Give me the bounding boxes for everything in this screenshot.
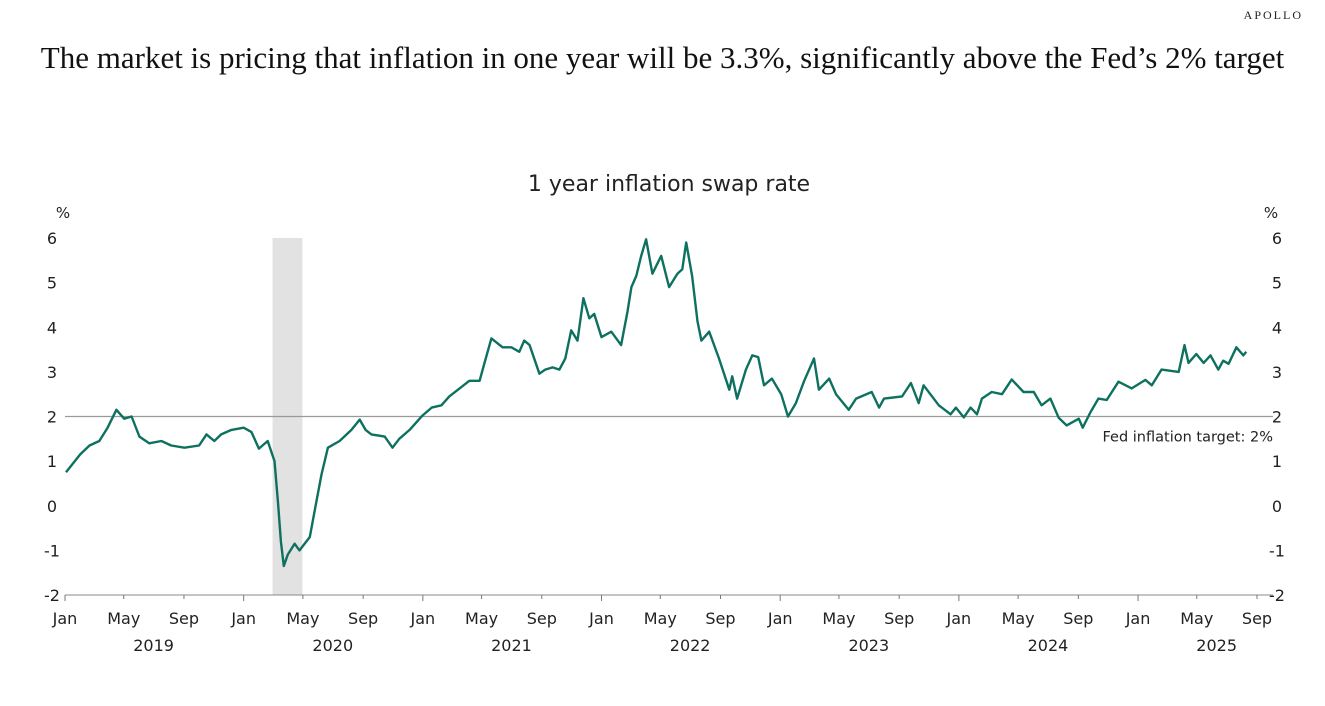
y-axis-unit-right: %	[1264, 204, 1278, 222]
x-tick-label: Sep	[884, 609, 914, 628]
y-axis-unit-left: %	[56, 204, 70, 222]
y-tick-label-left: 5	[47, 274, 57, 293]
year-label: 2019	[133, 636, 174, 655]
y-tick-label-left: 1	[47, 452, 57, 471]
headline: The market is pricing that inflation in …	[40, 40, 1285, 75]
x-tick-label: Jan	[1125, 609, 1151, 628]
x-tick-label: Sep	[169, 609, 199, 628]
year-label: 2021	[491, 636, 532, 655]
x-tick-label: Sep	[1242, 609, 1272, 628]
y-tick-label-right: 3	[1272, 363, 1282, 382]
x-tick-label: May	[822, 609, 855, 628]
y-tick-label-right: -2	[1269, 586, 1285, 605]
x-tick-label: May	[1002, 609, 1035, 628]
y-tick-label-right: 5	[1272, 274, 1282, 293]
y-tick-label-left: 6	[47, 229, 57, 248]
apollo-logo: APOLLO	[1243, 8, 1303, 22]
year-label: 2023	[848, 636, 889, 655]
x-tick-label: Jan	[767, 609, 793, 628]
x-tick-label: Sep	[1063, 609, 1093, 628]
x-tick-label: Jan	[410, 609, 436, 628]
y-tick-label-left: 3	[47, 363, 57, 382]
y-tick-label-right: 0	[1272, 497, 1282, 516]
y-tick-label-right: -1	[1269, 541, 1285, 560]
y-tick-label-right: 6	[1272, 229, 1282, 248]
x-tick-label: Jan	[230, 609, 256, 628]
y-tick-label-right: 2	[1272, 408, 1282, 427]
y-tick-label-left: 2	[47, 408, 57, 427]
y-tick-label-left: 0	[47, 497, 57, 516]
x-tick-label: Jan	[588, 609, 614, 628]
x-tick-label: Sep	[705, 609, 735, 628]
x-tick-label: Jan	[52, 609, 78, 628]
x-tick-label: Sep	[348, 609, 378, 628]
year-label: 2025	[1196, 636, 1237, 655]
year-label: 2020	[312, 636, 353, 655]
y-tick-label-right: 4	[1272, 318, 1282, 337]
x-tick-label: May	[465, 609, 498, 628]
year-label: 2022	[670, 636, 711, 655]
year-label: 2024	[1028, 636, 1069, 655]
y-tick-label-left: -2	[44, 586, 60, 605]
y-tick-label-right: 1	[1272, 452, 1282, 471]
fed-target-label: Fed inflation target: 2%	[1103, 430, 1274, 446]
chart-title: 1 year inflation swap rate	[528, 172, 810, 197]
swap-rate-line	[65, 238, 1248, 568]
x-tick-label: May	[286, 609, 319, 628]
y-tick-label-left: 4	[47, 318, 57, 337]
x-tick-label: Sep	[527, 609, 557, 628]
y-tick-label-left: -1	[44, 541, 60, 560]
x-tick-label: May	[107, 609, 140, 628]
x-tick-label: Jan	[946, 609, 972, 628]
x-tick-label: May	[1180, 609, 1213, 628]
x-tick-label: May	[644, 609, 677, 628]
